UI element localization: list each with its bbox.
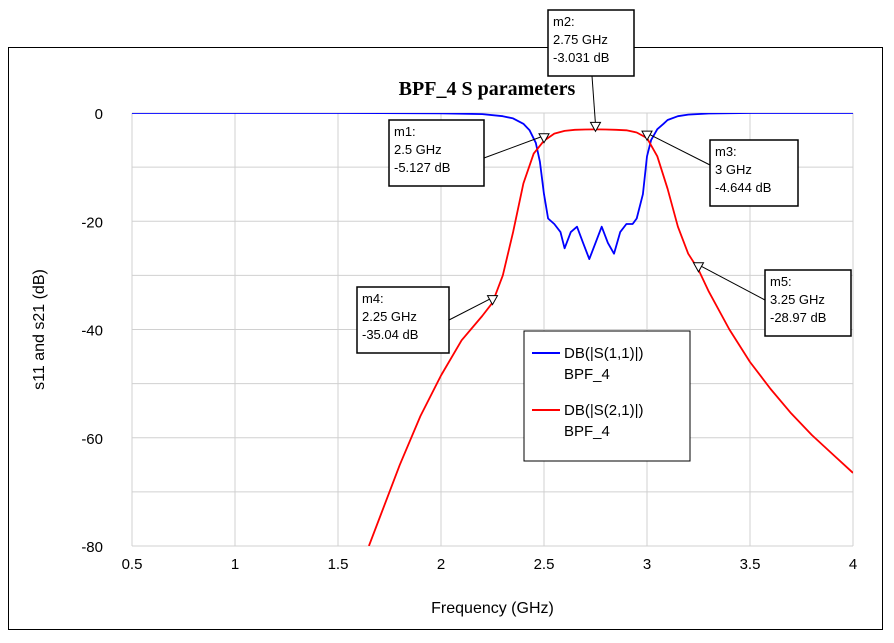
marker-frequency: 2.25 GHz	[362, 309, 417, 324]
series-line-s11	[132, 113, 853, 261]
marker-box	[547, 9, 635, 77]
marker-triangle	[692, 262, 705, 273]
marker-leader-line	[591, 75, 596, 125]
y-tick-label: -80	[81, 539, 103, 556]
marker-value: -4.644 dB	[715, 180, 771, 195]
marker-frequency: 3.25 GHz	[770, 292, 825, 307]
legend-series-sub: BPF_4	[564, 366, 610, 383]
marker-id: m5:	[770, 274, 792, 289]
chart-title: BPF_4 S parameters	[399, 78, 576, 100]
series-line-s21	[368, 128, 853, 546]
x-tick-label: 4	[849, 556, 857, 573]
marker-triangle	[486, 295, 499, 306]
marker-box	[388, 119, 485, 187]
marker-frequency: 2.5 GHz	[394, 142, 442, 157]
marker-frequency: 3 GHz	[715, 162, 752, 177]
x-tick-label: 3.5	[740, 556, 761, 573]
series-group	[132, 113, 853, 546]
marker-triangle	[589, 121, 602, 133]
marker-box	[764, 269, 852, 337]
y-tick-label: 0	[95, 106, 103, 123]
x-axis-label: Frequency (GHz)	[431, 600, 554, 617]
marker-leader-line	[483, 135, 545, 159]
y-tick-label: -40	[81, 323, 103, 340]
x-tick-label: 1.5	[328, 556, 349, 573]
legend-series-name: DB(|S(2,1)|)	[564, 402, 643, 419]
marker-triangle	[538, 133, 550, 144]
x-tick-label: 3	[643, 556, 651, 573]
marker-value: -35.04 dB	[362, 327, 418, 342]
legend-series-name: DB(|S(1,1)|)	[564, 345, 643, 362]
marker-id: m2:	[553, 14, 575, 29]
marker-id: m4:	[362, 291, 384, 306]
marker-id: m1:	[394, 124, 416, 139]
y-tick-label: -60	[81, 431, 103, 448]
marker-value: -5.127 dB	[394, 160, 450, 175]
legend-series-sub: BPF_4	[564, 423, 610, 440]
marker-value: -28.97 dB	[770, 310, 826, 325]
marker-triangle	[641, 130, 653, 142]
x-tick-label: 1	[231, 556, 239, 573]
x-tick-label: 2	[437, 556, 445, 573]
x-tick-label: 0.5	[122, 556, 143, 573]
marker-leader-line	[646, 132, 711, 166]
marker-leader-line	[448, 297, 493, 321]
marker-box	[356, 286, 450, 354]
y-tick-label: -20	[81, 214, 103, 231]
marker-value: -3.031 dB	[553, 50, 609, 65]
marker-frequency: 2.75 GHz	[553, 32, 608, 47]
x-tick-label: 2.5	[534, 556, 555, 573]
marker-id: m3:	[715, 144, 737, 159]
y-axis-label: s11 and s21 (dB)	[31, 269, 48, 390]
marker-box	[709, 139, 799, 207]
marker-leader-line	[698, 264, 766, 301]
